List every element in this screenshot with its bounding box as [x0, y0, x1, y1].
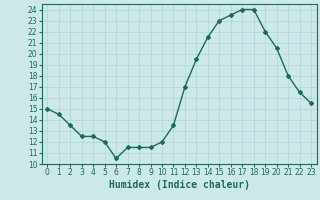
X-axis label: Humidex (Indice chaleur): Humidex (Indice chaleur) — [109, 180, 250, 190]
